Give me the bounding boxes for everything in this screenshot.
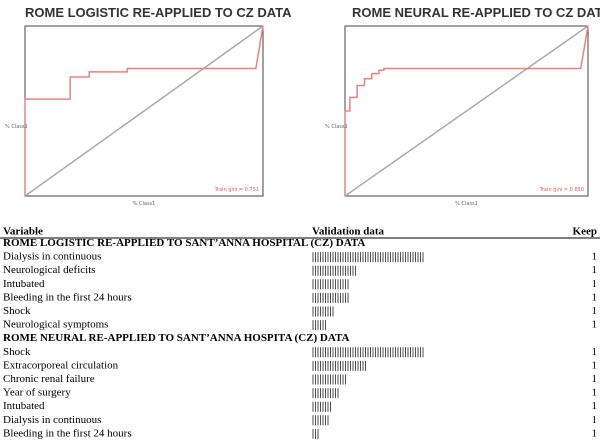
variable: Intubated bbox=[3, 278, 45, 290]
section-title: ROME NEURAL RE-APPLIED TO SANT’ANNA HOSP… bbox=[3, 332, 349, 344]
column-header: Variable bbox=[3, 226, 43, 238]
validation-bar bbox=[312, 252, 424, 263]
variable: Bleeding in the first 24 hours bbox=[3, 291, 132, 303]
variable: Bleeding in the first 24 hours bbox=[3, 427, 132, 439]
validation-bar bbox=[312, 347, 424, 358]
validation-bar bbox=[312, 279, 349, 290]
validation-bar bbox=[312, 360, 366, 371]
validation-bar bbox=[312, 374, 346, 385]
keep: 1 bbox=[592, 346, 598, 358]
keep: 1 bbox=[592, 427, 598, 439]
variable: Chronic renal failure bbox=[3, 373, 95, 385]
keep: 1 bbox=[592, 373, 598, 385]
keep: 1 bbox=[592, 400, 598, 412]
keep: 1 bbox=[592, 305, 598, 317]
y-axis-label: % Class2 bbox=[5, 124, 28, 130]
column-header: Validation data bbox=[312, 226, 385, 238]
validation-bar bbox=[312, 415, 329, 426]
roc-line bbox=[344, 25, 589, 196]
keep: 1 bbox=[592, 291, 598, 303]
section-title: ROME LOGISTIC RE-APPLIED TO SANT’ANNA HO… bbox=[3, 237, 365, 249]
annotation: Train gini = 0.850 bbox=[539, 187, 584, 193]
chart-title: ROME NEURAL RE-APPLIED TO CZ DATA bbox=[352, 5, 600, 20]
variable: Year of surgery bbox=[3, 387, 71, 399]
validation-bar bbox=[312, 428, 319, 439]
variable: Intubated bbox=[3, 400, 45, 412]
keep: 1 bbox=[592, 387, 598, 399]
variable: Shock bbox=[3, 346, 31, 358]
validation-bar bbox=[312, 320, 326, 331]
column-header: Keep bbox=[573, 226, 597, 238]
validation-bar bbox=[312, 265, 356, 276]
chart-title: ROME LOGISTIC RE-APPLIED TO CZ DATA bbox=[25, 5, 292, 20]
keep: 1 bbox=[592, 319, 598, 331]
roc-line bbox=[344, 25, 589, 197]
x-axis-label: % Class1 bbox=[455, 201, 478, 207]
variable: Neurological symptoms bbox=[3, 319, 108, 331]
validation-bar bbox=[312, 306, 334, 317]
variable: Extracorporeal circulation bbox=[3, 359, 119, 371]
x-axis-label: % Class1 bbox=[133, 201, 156, 207]
keep: 1 bbox=[592, 264, 598, 276]
variable: Dialysis in continuous bbox=[3, 414, 101, 426]
keep: 1 bbox=[592, 251, 598, 263]
roc-line bbox=[24, 25, 264, 197]
variable: Neurological deficits bbox=[3, 264, 96, 276]
validation-bar bbox=[312, 388, 339, 399]
roc-line bbox=[24, 25, 264, 196]
variable: Dialysis in continuous bbox=[3, 251, 101, 263]
validation-bar bbox=[312, 401, 331, 412]
validation-bar bbox=[312, 292, 349, 303]
variable: Shock bbox=[3, 305, 31, 317]
y-axis-label: % Class2 bbox=[325, 124, 348, 130]
keep: 1 bbox=[592, 414, 598, 426]
annotation: Train gini = 0.751 bbox=[214, 187, 259, 193]
keep: 1 bbox=[592, 278, 598, 290]
keep: 1 bbox=[592, 359, 598, 371]
